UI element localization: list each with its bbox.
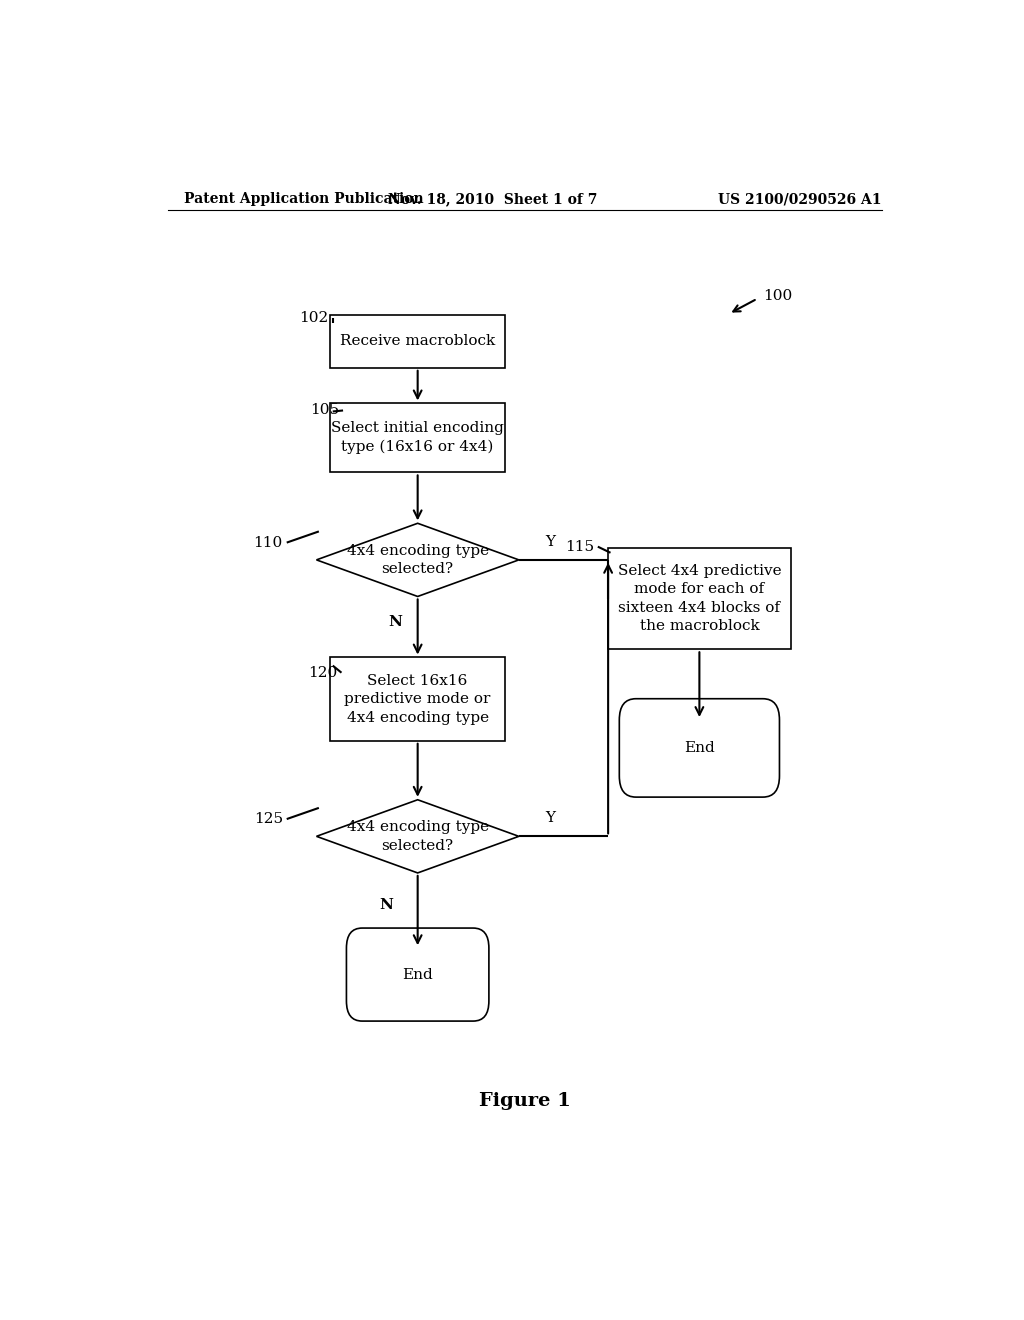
Text: 100: 100: [763, 289, 793, 302]
Text: Receive macroblock: Receive macroblock: [340, 334, 496, 348]
Text: Y: Y: [546, 535, 556, 549]
Text: End: End: [402, 968, 433, 982]
Text: 102: 102: [300, 312, 329, 325]
Text: N: N: [388, 615, 402, 628]
Text: 120: 120: [308, 665, 338, 680]
Text: Nov. 18, 2010  Sheet 1 of 7: Nov. 18, 2010 Sheet 1 of 7: [388, 191, 598, 206]
Text: US 2100/0290526 A1: US 2100/0290526 A1: [719, 191, 882, 206]
Bar: [331, 315, 505, 368]
Text: 4x4 encoding type
selected?: 4x4 encoding type selected?: [346, 544, 488, 576]
Text: N: N: [379, 899, 393, 912]
Polygon shape: [316, 800, 519, 873]
Text: 4x4 encoding type
selected?: 4x4 encoding type selected?: [346, 820, 488, 853]
Text: 110: 110: [254, 536, 283, 549]
FancyBboxPatch shape: [346, 928, 488, 1022]
Text: 125: 125: [254, 812, 283, 826]
Text: 115: 115: [564, 540, 594, 553]
Text: Select 4x4 predictive
mode for each of
sixteen 4x4 blocks of
the macroblock: Select 4x4 predictive mode for each of s…: [617, 564, 781, 634]
Text: Y: Y: [546, 810, 556, 825]
FancyBboxPatch shape: [620, 698, 779, 797]
Text: Figure 1: Figure 1: [479, 1092, 570, 1110]
Bar: [331, 657, 505, 741]
Text: Patent Application Publication: Patent Application Publication: [183, 191, 423, 206]
Text: 105: 105: [310, 404, 339, 417]
Bar: [331, 404, 505, 473]
Text: End: End: [684, 741, 715, 755]
Text: Select 16x16
predictive mode or
4x4 encoding type: Select 16x16 predictive mode or 4x4 enco…: [344, 673, 490, 725]
Bar: [608, 548, 791, 649]
Polygon shape: [316, 523, 519, 597]
Text: Select initial encoding
type (16x16 or 4x4): Select initial encoding type (16x16 or 4…: [331, 421, 504, 454]
